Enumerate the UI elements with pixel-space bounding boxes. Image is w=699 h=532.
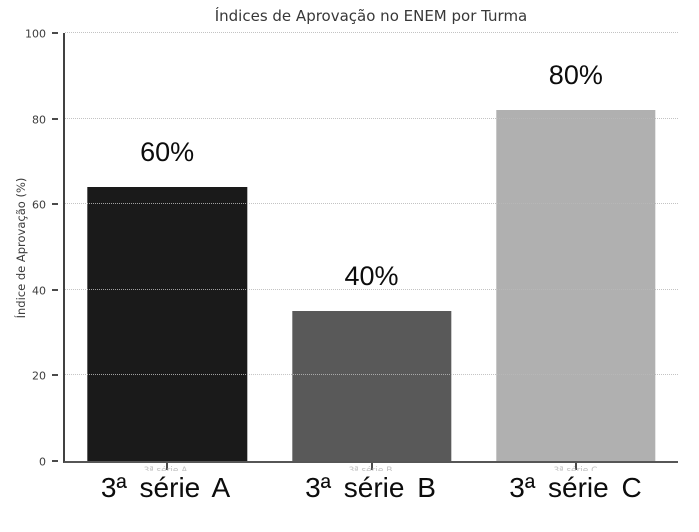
bar-3ª série C <box>496 110 656 461</box>
ghost-tick-label: 3ª série C <box>553 466 598 471</box>
x-category-label: 3ª série C <box>509 472 642 503</box>
y-tick-label-80: 80 <box>32 113 46 127</box>
x-category-label: 3ª série B <box>305 472 436 503</box>
y-tick-mark-100 <box>52 32 58 34</box>
y-tick-label-60: 60 <box>32 198 46 212</box>
bar-3ª série B <box>291 311 452 461</box>
ghost-tick-label: 3ª série B <box>348 466 393 471</box>
ghost-tick-label: 3ª série A <box>143 466 188 471</box>
y-tick-label-0: 0 <box>39 455 46 469</box>
x-tick-mark <box>574 463 577 470</box>
y-tick-label-20: 20 <box>32 369 46 383</box>
y-tick-mark-60 <box>52 203 58 206</box>
bar-value-label: 60% <box>140 137 195 168</box>
x-category-label: 3ª série A <box>100 472 231 503</box>
x-tick-mark <box>370 463 373 470</box>
bar-value-label: 80% <box>548 60 603 91</box>
y-tick-label-40: 40 <box>32 284 46 298</box>
y-tick-label-100: 100 <box>25 27 46 41</box>
y-tick-mark-40 <box>52 288 58 291</box>
bar-value-label: 40% <box>344 261 399 292</box>
plot-area: 60% 40% 80% <box>63 32 678 470</box>
y-tick-mark-80 <box>52 117 58 120</box>
chart-title: Índices de Aprovação no ENEM por Turma <box>214 7 528 25</box>
gridline-y100 <box>65 32 678 33</box>
y-tick-mark-20 <box>52 374 58 377</box>
bar-3ª série A <box>87 187 247 461</box>
y-tick-mark-0 <box>52 460 58 462</box>
y-axis-ticks: 0 20 40 60 80 100 <box>0 29 58 468</box>
x-tick-mark <box>166 463 169 470</box>
